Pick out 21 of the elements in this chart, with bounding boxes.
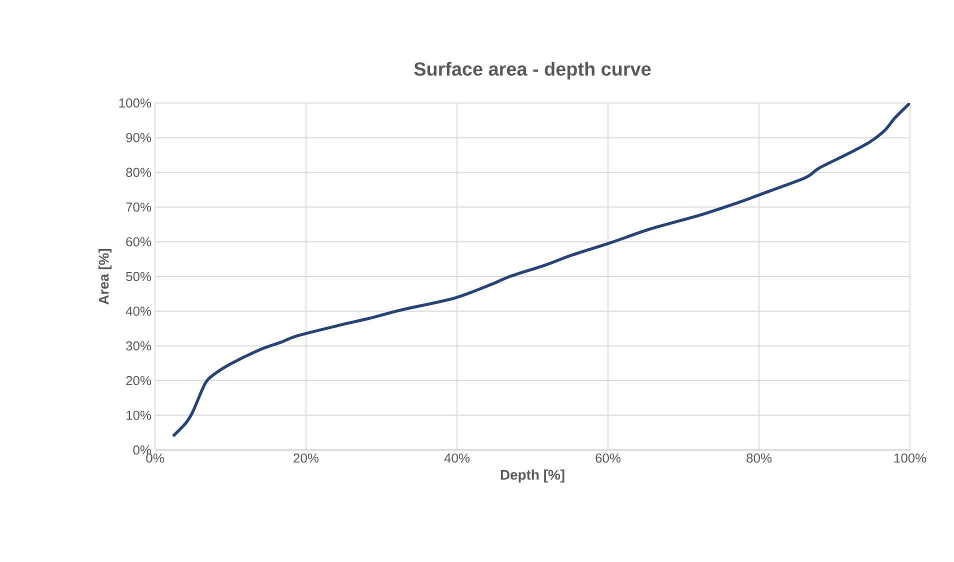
- y-tick-label: 100%: [119, 98, 152, 108]
- y-axis-title: Area [%]: [98, 249, 112, 304]
- y-tick-label: 30%: [126, 341, 152, 350]
- y-tick-label: 60%: [126, 237, 152, 246]
- y-tick-label: 70%: [126, 202, 152, 212]
- x-tick-label: 80%: [746, 454, 772, 463]
- x-tick-label: 40%: [444, 454, 470, 463]
- y-tick-label: 0%: [133, 445, 152, 455]
- x-axis-title: Depth [%]: [500, 470, 564, 483]
- line-series: [172, 102, 910, 438]
- x-tick-label: 60%: [596, 454, 621, 463]
- x-tick-label: 100%: [894, 454, 926, 463]
- y-tick-label: 20%: [126, 376, 152, 386]
- y-tick-label: 80%: [126, 168, 152, 177]
- x-tick-label: 0%: [146, 454, 164, 463]
- y-tick-label: 10%: [126, 410, 152, 420]
- y-tick-label: 40%: [126, 306, 152, 316]
- x-tick-label: 20%: [294, 454, 319, 463]
- chart-title: Surface area - depth curve: [414, 62, 651, 80]
- y-tick-label: 50%: [126, 272, 152, 282]
- y-tick-label: 90%: [126, 133, 152, 142]
